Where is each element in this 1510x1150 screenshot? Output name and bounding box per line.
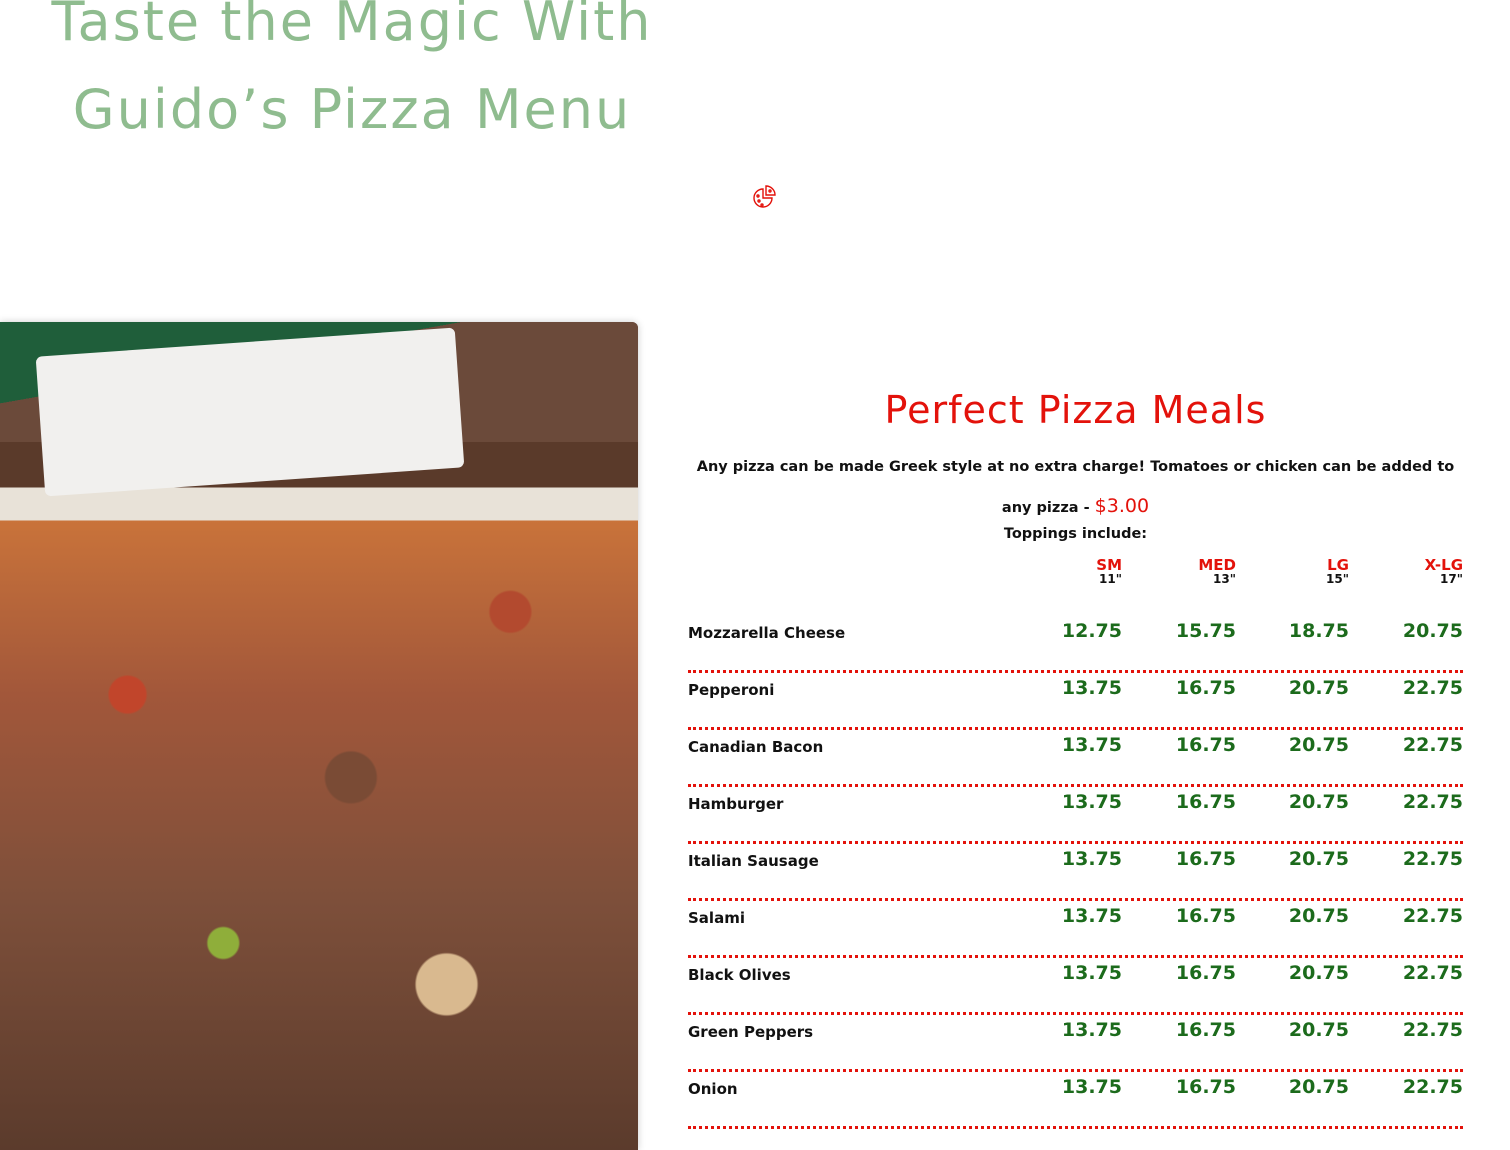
size-label: X-LG: [1424, 556, 1463, 574]
item-price: 20.75: [1288, 734, 1349, 756]
size-inches: 17": [1440, 572, 1463, 586]
menu-row: Green Peppers 13.75 16.75 20.75 22.75: [688, 1015, 1463, 1072]
item-price: 20.75: [1288, 1076, 1349, 1098]
toppings-label: Toppings include:: [1003, 526, 1148, 542]
item-price: 16.75: [1175, 905, 1236, 927]
item-price: 20.75: [1288, 848, 1349, 870]
menu-row: Black Olives 13.75 16.75 20.75 22.75: [688, 958, 1463, 1015]
item-price: 20.75: [1402, 620, 1463, 642]
item-name: Mozzarella Cheese: [688, 624, 846, 642]
price-table: Mozzarella Cheese 12.75 15.75 18.75 20.75 Pep…: [688, 616, 1463, 1129]
size-label: MED: [1198, 556, 1236, 574]
item-price: 13.75: [1061, 1019, 1122, 1041]
item-price: 13.75: [1061, 848, 1122, 870]
menu-row: Hamburger 13.75 16.75 20.75 22.75: [688, 787, 1463, 844]
pizza-photo: [0, 322, 638, 1150]
item-price: 16.75: [1175, 734, 1236, 756]
item-price: 22.75: [1402, 962, 1463, 984]
hero-title-line-1: Taste the Magic With: [51, 0, 653, 53]
size-column-header: X-LG 17": [1383, 556, 1463, 586]
hero-title-line-2: Guido’s Pizza Menu: [72, 78, 632, 141]
item-price: 13.75: [1061, 962, 1122, 984]
extra-price: $3.00: [1094, 495, 1150, 517]
size-header: SM 11" MED 13" LG 15" X-LG 17": [688, 556, 1463, 616]
size-label: SM: [1096, 556, 1122, 574]
item-price: 13.75: [1061, 677, 1122, 699]
item-price: 22.75: [1402, 791, 1463, 813]
menu-heading: Perfect Pizza Meals: [884, 388, 1267, 432]
item-price: 22.75: [1402, 905, 1463, 927]
item-price: 18.75: [1288, 620, 1349, 642]
item-price: 13.75: [1061, 791, 1122, 813]
item-price: 20.75: [1288, 962, 1349, 984]
item-price: 22.75: [1402, 848, 1463, 870]
item-price: 16.75: [1175, 1076, 1236, 1098]
item-price: 16.75: [1175, 1019, 1236, 1041]
item-price: 16.75: [1175, 962, 1236, 984]
menu-description: Any pizza can be made Greek style at no …: [688, 448, 1463, 528]
item-name: Black Olives: [688, 966, 791, 984]
size-column-header: MED 13": [1156, 556, 1236, 586]
menu-row: Canadian Bacon 13.75 16.75 20.75 22.75: [688, 730, 1463, 787]
item-price: 22.75: [1402, 677, 1463, 699]
pizza-slice-icon: [753, 185, 776, 208]
item-name: Pepperoni: [688, 681, 775, 699]
item-price: 20.75: [1288, 677, 1349, 699]
size-column-header: SM 11": [1042, 556, 1122, 586]
size-column-header: LG 15": [1269, 556, 1349, 586]
item-price: 22.75: [1402, 734, 1463, 756]
item-name: Canadian Bacon: [688, 738, 824, 756]
item-name: Hamburger: [688, 795, 784, 813]
item-name: Italian Sausage: [688, 852, 819, 870]
item-price: 20.75: [1288, 791, 1349, 813]
menu-row: Onion 13.75 16.75 20.75 22.75: [688, 1072, 1463, 1129]
item-price: 13.75: [1061, 1076, 1122, 1098]
menu-row: Pepperoni 13.75 16.75 20.75 22.75: [688, 673, 1463, 730]
menu-row: Salami 13.75 16.75 20.75 22.75: [688, 901, 1463, 958]
item-price: 12.75: [1061, 620, 1122, 642]
item-price: 15.75: [1175, 620, 1236, 642]
item-price: 16.75: [1175, 677, 1236, 699]
item-price: 13.75: [1061, 734, 1122, 756]
pizza-menu: Perfect Pizza Meals Any pizza can be mad…: [688, 380, 1463, 1129]
item-price: 16.75: [1175, 848, 1236, 870]
size-inches: 15": [1326, 572, 1349, 586]
description-text: Any pizza can be made Greek style at no …: [696, 459, 1455, 516]
item-price: 16.75: [1175, 791, 1236, 813]
menu-row: Mozzarella Cheese 12.75 15.75 18.75 20.75: [688, 616, 1463, 673]
item-price: 13.75: [1061, 905, 1122, 927]
hero-title: Taste the Magic With Guido’s Pizza Menu: [0, 0, 704, 154]
item-price: 22.75: [1402, 1019, 1463, 1041]
item-price: 20.75: [1288, 1019, 1349, 1041]
size-inches: 13": [1213, 572, 1236, 586]
size-label: LG: [1327, 556, 1349, 574]
size-inches: 11": [1099, 572, 1122, 586]
item-name: Onion: [688, 1080, 738, 1098]
item-price: 22.75: [1402, 1076, 1463, 1098]
item-price: 20.75: [1288, 905, 1349, 927]
menu-row: Italian Sausage 13.75 16.75 20.75 22.75: [688, 844, 1463, 901]
item-name: Green Peppers: [688, 1023, 814, 1041]
item-name: Salami: [688, 909, 745, 927]
